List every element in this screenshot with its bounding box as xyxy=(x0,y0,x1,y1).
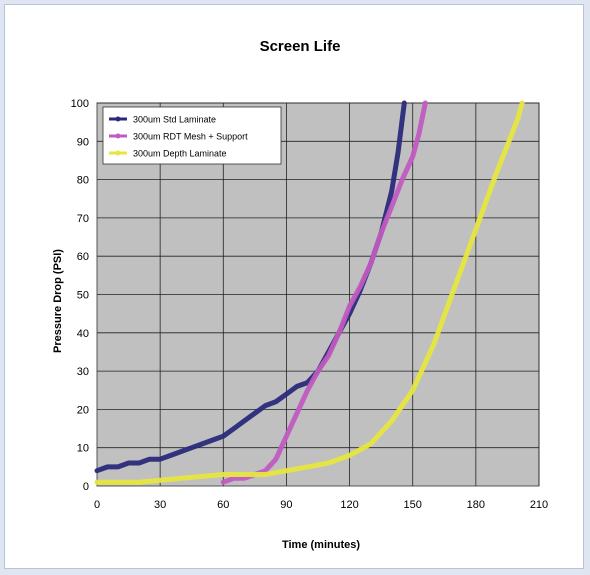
legend-label-3: 300um Depth Laminate xyxy=(133,149,227,159)
legend-marker-3 xyxy=(116,151,121,156)
y-axis-label: Pressure Drop (PSI) xyxy=(52,249,64,353)
y-tick-label: 80 xyxy=(77,175,89,187)
y-tick-label: 0 xyxy=(83,481,89,493)
x-tick-label: 210 xyxy=(530,499,548,511)
chart-title: Screen Life xyxy=(260,38,341,55)
y-tick-label: 90 xyxy=(77,136,89,148)
legend-label-1: 300um Std Laminate xyxy=(133,115,216,125)
x-tick-label: 60 xyxy=(217,499,229,511)
x-tick-label: 150 xyxy=(404,499,422,511)
x-tick-label: 30 xyxy=(154,499,166,511)
legend: 300um Std Laminate 300um RDT Mesh + Suppo… xyxy=(103,107,281,164)
y-tick-label: 100 xyxy=(71,98,89,110)
y-tick-label: 20 xyxy=(77,404,89,416)
legend-marker-2 xyxy=(116,134,121,139)
y-tick-label: 40 xyxy=(77,328,89,340)
chart-frame: Screen Life Pressure Drop (PSI) Time (mi… xyxy=(4,4,584,569)
x-tick-label: 0 xyxy=(94,499,100,511)
y-tick-label: 50 xyxy=(77,290,89,302)
screen-life-chart: Screen Life Pressure Drop (PSI) Time (mi… xyxy=(5,5,585,570)
y-tick-label: 70 xyxy=(77,213,89,225)
y-tick-label: 60 xyxy=(77,251,89,263)
legend-marker-1 xyxy=(116,117,121,122)
x-tick-label: 180 xyxy=(467,499,485,511)
legend-label-2: 300um RDT Mesh + Support xyxy=(133,132,248,142)
x-tick-label: 120 xyxy=(340,499,358,511)
y-tick-label: 10 xyxy=(77,443,89,455)
y-tick-label: 30 xyxy=(77,366,89,378)
x-axis-label: Time (minutes) xyxy=(282,539,360,551)
x-tick-label: 90 xyxy=(280,499,292,511)
